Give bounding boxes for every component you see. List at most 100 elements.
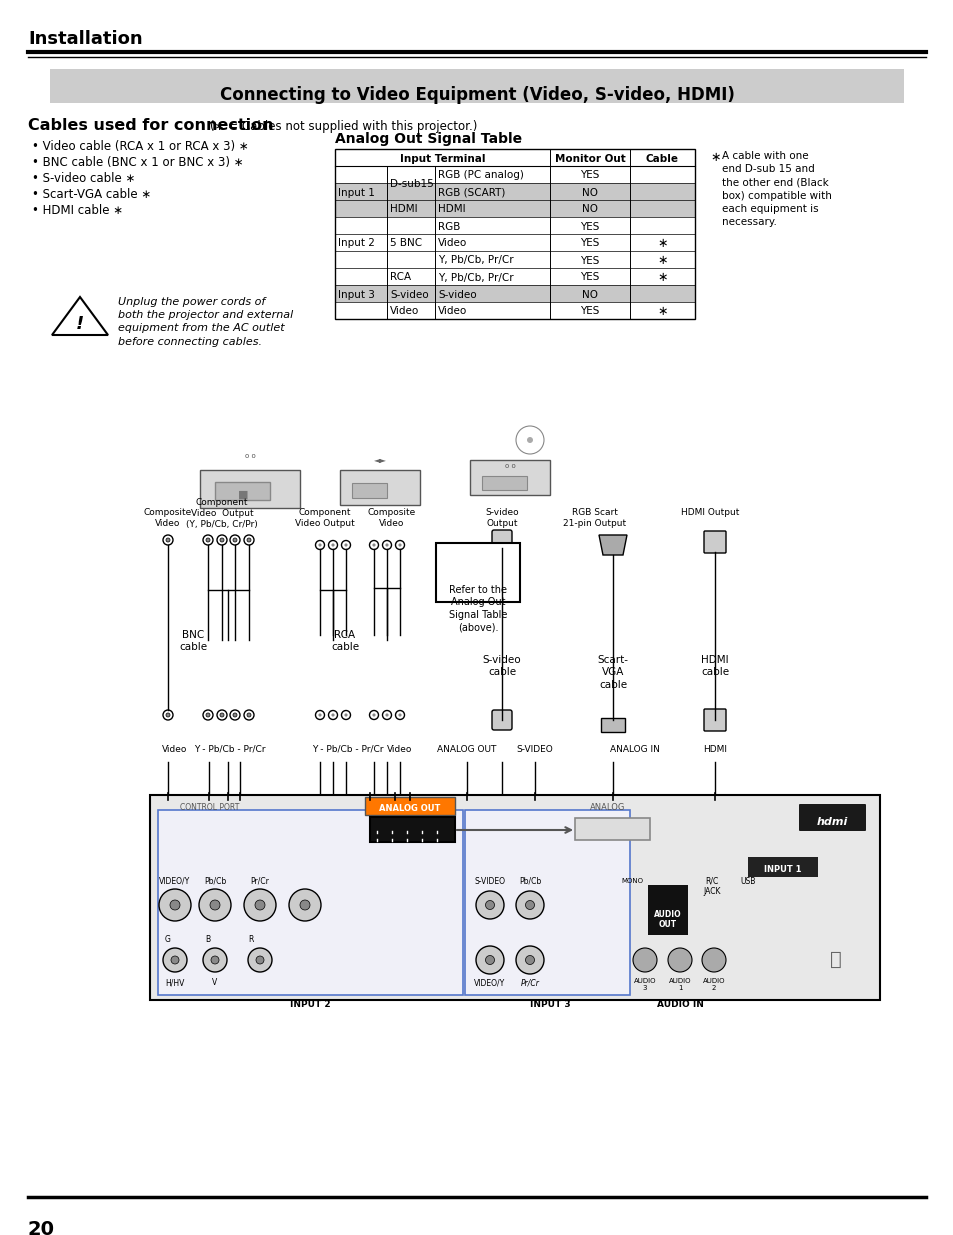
- Text: Video: Video: [437, 306, 467, 316]
- Bar: [600, 718, 624, 732]
- Circle shape: [299, 900, 310, 910]
- Text: • Video cable (RCA x 1 or RCA x 3) ∗: • Video cable (RCA x 1 or RCA x 3) ∗: [32, 140, 249, 153]
- Text: Y, Pb/Cb, Pr/Cr: Y, Pb/Cb, Pr/Cr: [437, 256, 513, 266]
- Text: HDMI: HDMI: [390, 205, 417, 215]
- Circle shape: [516, 946, 543, 974]
- Polygon shape: [598, 535, 626, 555]
- Circle shape: [344, 714, 347, 716]
- FancyBboxPatch shape: [799, 804, 865, 831]
- Text: 🔒: 🔒: [829, 950, 841, 969]
- Text: RGB (SCART): RGB (SCART): [437, 188, 505, 198]
- Text: Video: Video: [437, 238, 467, 248]
- Text: AUDIO
3: AUDIO 3: [633, 978, 656, 990]
- Text: RGB: RGB: [437, 221, 460, 231]
- Circle shape: [476, 890, 503, 919]
- Text: INPUT 1: INPUT 1: [763, 864, 801, 874]
- Circle shape: [247, 713, 251, 718]
- Text: RGB (PC analog): RGB (PC analog): [437, 170, 523, 180]
- Text: Pb/Cb: Pb/Cb: [518, 877, 540, 885]
- Circle shape: [233, 713, 236, 718]
- Circle shape: [633, 948, 657, 972]
- Text: NO: NO: [581, 205, 598, 215]
- Text: S-video
cable: S-video cable: [482, 655, 520, 678]
- Text: CONTROL PORT: CONTROL PORT: [180, 803, 239, 811]
- Text: ◄►: ◄►: [374, 454, 386, 464]
- Circle shape: [210, 900, 220, 910]
- Circle shape: [163, 948, 187, 972]
- Text: Video: Video: [390, 306, 418, 316]
- Text: Unplug the power cords of
both the projector and external
equipment from the AC : Unplug the power cords of both the proje…: [118, 296, 293, 347]
- Bar: [50, 69, 903, 103]
- Text: AUDIO IN: AUDIO IN: [656, 1000, 702, 1009]
- Text: Monitor Out: Monitor Out: [554, 153, 625, 163]
- Circle shape: [372, 714, 375, 716]
- Text: HDMI Output: HDMI Output: [680, 508, 739, 517]
- Text: Composite
Video: Composite Video: [144, 508, 192, 529]
- Circle shape: [526, 437, 533, 443]
- Circle shape: [372, 543, 375, 547]
- Circle shape: [485, 956, 494, 965]
- Circle shape: [199, 889, 231, 921]
- Circle shape: [289, 889, 320, 921]
- Circle shape: [318, 714, 321, 716]
- Text: Input Terminal: Input Terminal: [399, 153, 485, 163]
- Text: D-sub15: D-sub15: [390, 179, 434, 189]
- Text: HDMI: HDMI: [702, 745, 726, 755]
- Text: S-VIDEO: S-VIDEO: [474, 877, 505, 885]
- FancyBboxPatch shape: [492, 530, 512, 550]
- Circle shape: [331, 543, 335, 547]
- FancyBboxPatch shape: [492, 710, 512, 730]
- Text: INPUT 2: INPUT 2: [290, 1000, 330, 1009]
- Text: INPUT 3: INPUT 3: [529, 1000, 570, 1009]
- Bar: [464, 810, 629, 995]
- Bar: [335, 165, 695, 183]
- Bar: [150, 795, 879, 1000]
- Text: ANALOG: ANALOG: [590, 803, 625, 811]
- Text: VIDEO/Y: VIDEO/Y: [474, 978, 505, 987]
- Text: B: B: [205, 935, 210, 944]
- Circle shape: [248, 948, 272, 972]
- Text: ∗: ∗: [709, 151, 720, 164]
- Text: Pb/Cb: Pb/Cb: [204, 876, 226, 885]
- Text: Pr/Cr: Pr/Cr: [520, 978, 538, 987]
- FancyBboxPatch shape: [436, 543, 519, 601]
- Text: • BNC cable (BNC x 1 or BNC x 3) ∗: • BNC cable (BNC x 1 or BNC x 3) ∗: [32, 156, 243, 169]
- Circle shape: [525, 900, 534, 909]
- Text: MONO: MONO: [620, 878, 642, 884]
- Text: S-VIDEO: S-VIDEO: [517, 745, 553, 755]
- Bar: [575, 818, 649, 840]
- Text: V: V: [213, 978, 217, 987]
- Bar: [335, 251, 695, 268]
- Bar: [335, 268, 695, 285]
- Text: Scart-
VGA
cable: Scart- VGA cable: [597, 655, 628, 690]
- Circle shape: [385, 714, 388, 716]
- Circle shape: [398, 543, 401, 547]
- Circle shape: [667, 948, 691, 972]
- Text: HDMI: HDMI: [437, 205, 465, 215]
- Circle shape: [206, 538, 210, 542]
- Text: Component
Video Output: Component Video Output: [294, 508, 355, 529]
- Circle shape: [398, 714, 401, 716]
- Text: ANALOG IN: ANALOG IN: [609, 745, 659, 755]
- Text: • Scart-VGA cable ∗: • Scart-VGA cable ∗: [32, 188, 152, 201]
- Text: Refer to the
Analog Out
Signal Table
(above).: Refer to the Analog Out Signal Table (ab…: [448, 585, 507, 632]
- Bar: [335, 183, 695, 200]
- Circle shape: [170, 900, 180, 910]
- Text: YES: YES: [579, 170, 599, 180]
- Text: RCA
cable: RCA cable: [331, 630, 358, 652]
- Text: Input 2: Input 2: [337, 238, 375, 248]
- Circle shape: [220, 713, 224, 718]
- Text: Cables used for connection: Cables used for connection: [28, 119, 274, 133]
- Text: VIDEO/Y: VIDEO/Y: [159, 876, 191, 885]
- Circle shape: [485, 900, 494, 909]
- FancyBboxPatch shape: [703, 531, 725, 553]
- Circle shape: [206, 713, 210, 718]
- Text: NO: NO: [581, 188, 598, 198]
- Text: S-video
Output: S-video Output: [485, 508, 518, 529]
- Circle shape: [318, 543, 321, 547]
- Bar: [335, 217, 695, 233]
- Text: ∗: ∗: [657, 237, 667, 249]
- Text: • HDMI cable ∗: • HDMI cable ∗: [32, 204, 123, 217]
- Bar: [370, 818, 455, 842]
- Text: ANALOG OUT: ANALOG OUT: [379, 804, 440, 813]
